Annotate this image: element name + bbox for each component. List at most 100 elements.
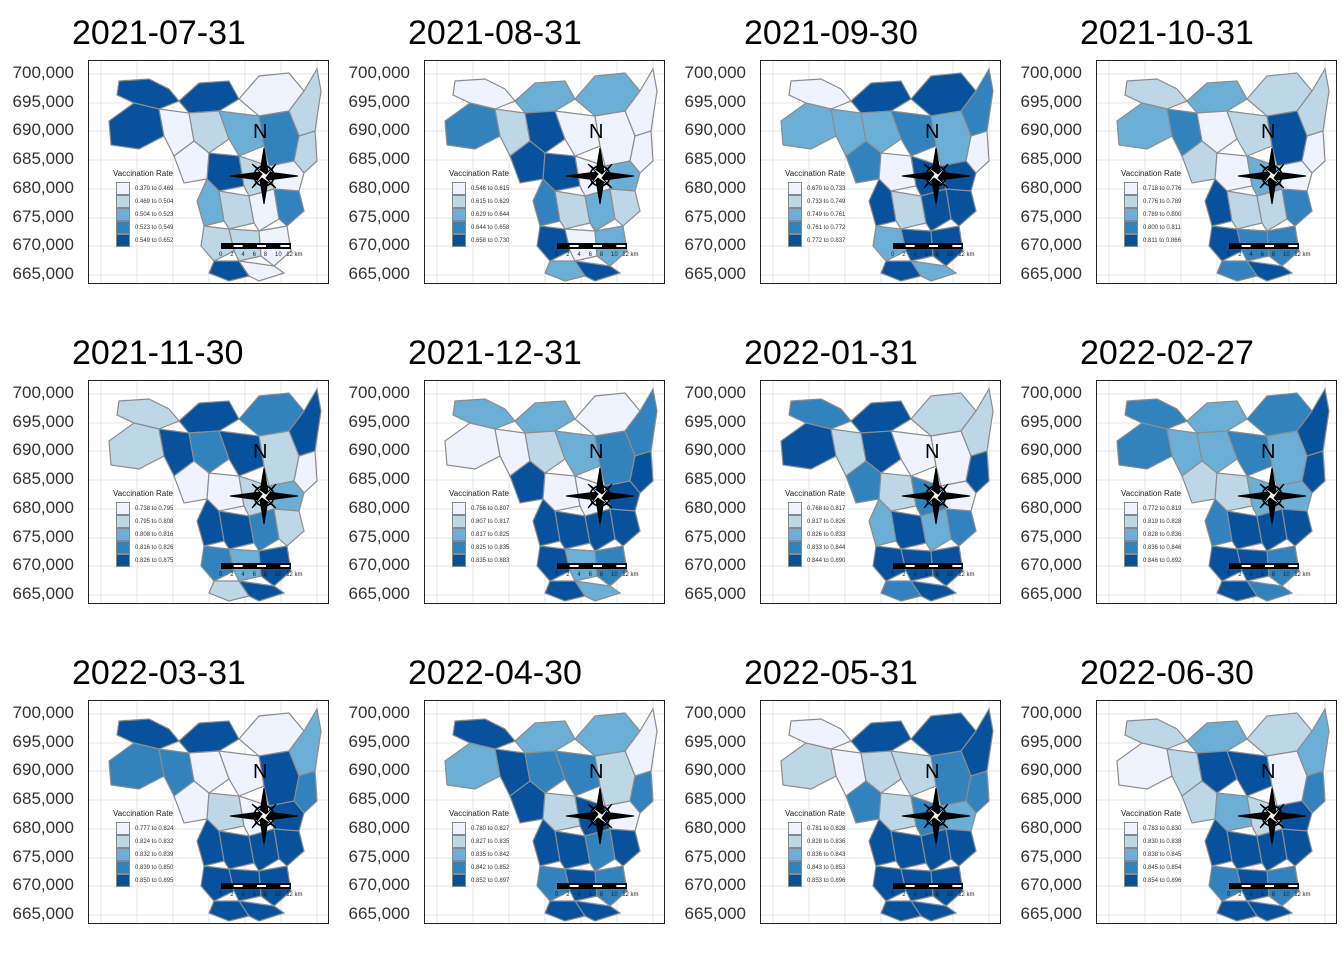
- y-tick-label: 700,000: [684, 383, 746, 402]
- y-tick-label: 665,000: [1020, 264, 1082, 283]
- y-tick-label: 685,000: [684, 469, 746, 488]
- district-region: [536, 865, 571, 902]
- y-axis: 700,000 695,000 690,000 685,000 680,000 675,0…: [0, 700, 80, 930]
- scale-bar-label: 0: [555, 572, 559, 578]
- y-tick-label: 700,000: [1020, 703, 1082, 722]
- panel-title: 2021-09-30: [744, 14, 918, 52]
- legend-item: 0.718 to 0.776: [1124, 182, 1181, 195]
- legend-swatch: [788, 835, 802, 848]
- legend-label: 0.832 to 0.839: [135, 851, 174, 858]
- scale-bar-label: 10: [947, 572, 954, 578]
- legend-label: 0.816 to 0.826: [135, 544, 174, 551]
- district-region: [532, 177, 561, 227]
- y-axis: 700,000 695,000 690,000 685,000 680,000 675,0…: [672, 380, 752, 610]
- legend-item: 0.828 to 0.836: [788, 835, 845, 848]
- scale-bar-label: 0: [891, 572, 895, 578]
- district-region: [542, 472, 581, 512]
- legend-item: 0.549 to 0.652: [116, 234, 173, 247]
- district-region: [1186, 720, 1248, 754]
- legend-swatch: [116, 234, 130, 247]
- legend-swatch: [452, 195, 466, 208]
- district-region: [1256, 188, 1288, 232]
- district-region: [1196, 430, 1238, 474]
- district-region: [609, 828, 641, 867]
- y-axis: 700,000 695,000 690,000 685,000 680,000 675,0…: [672, 60, 752, 290]
- legend-item: 0.833 to 0.844: [788, 541, 845, 554]
- compass-rose-icon: [565, 467, 635, 525]
- district-region: [248, 508, 280, 552]
- district-region: [524, 750, 566, 794]
- district-region: [532, 817, 561, 867]
- district-region: [1186, 80, 1248, 114]
- legend-item: 0.761 to 0.772: [788, 221, 845, 234]
- legend-title: Vaccination Rate: [449, 169, 509, 178]
- district-region: [1124, 78, 1188, 110]
- legend-item: 0.629 to 0.644: [452, 208, 509, 221]
- panel-title: 2021-12-31: [408, 334, 582, 372]
- legend-label: 0.836 to 0.846: [1143, 544, 1182, 551]
- district-region: [780, 102, 837, 150]
- legend-label: 0.776 to 0.789: [1143, 198, 1182, 205]
- legend-item: 0.824 to 0.832: [116, 835, 173, 848]
- legend-label: 0.825 to 0.835: [471, 544, 510, 551]
- legend: Vaccination Rate 0.370 to 0.469 0.469 to 0…: [109, 169, 173, 247]
- district-region: [237, 580, 286, 602]
- scale-bar-label: 2: [566, 252, 570, 258]
- legend-swatch: [452, 208, 466, 221]
- legend-swatch: [116, 848, 130, 861]
- compass-rose-icon: [229, 787, 299, 845]
- legend-swatch: [1124, 835, 1138, 848]
- district-region: [788, 718, 852, 750]
- district-region: [1204, 497, 1233, 547]
- y-tick-label: 675,000: [12, 527, 74, 546]
- legend-swatch: [1124, 874, 1138, 887]
- legend-title: Vaccination Rate: [785, 169, 845, 178]
- y-tick-label: 685,000: [348, 469, 410, 488]
- y-tick-label: 685,000: [1020, 789, 1082, 808]
- scale-bar-label: 6: [924, 572, 928, 578]
- legend-label: 0.852 to 0.897: [471, 877, 510, 884]
- legend-title: Vaccination Rate: [449, 809, 509, 818]
- legend-item: 0.370 to 0.469: [116, 182, 173, 195]
- legend-swatch: [452, 221, 466, 234]
- legend-swatch: [116, 528, 130, 541]
- district-region: [850, 720, 912, 754]
- y-tick-label: 695,000: [348, 412, 410, 431]
- scale-bar-label: 0: [555, 252, 559, 258]
- district-region: [554, 110, 601, 157]
- district-region: [584, 188, 616, 232]
- y-tick-label: 670,000: [348, 555, 410, 574]
- scale-bar: [893, 243, 963, 249]
- legend-swatch: [788, 822, 802, 835]
- scale-bar-label: 12 km: [958, 252, 975, 258]
- scale-bar-label: 2: [902, 252, 906, 258]
- y-tick-label: 700,000: [348, 383, 410, 402]
- scale-bar-label: 10: [611, 892, 618, 898]
- scale-bar: [1229, 563, 1299, 569]
- scale-bar-label: 2: [1238, 572, 1242, 578]
- legend: Vaccination Rate 0.670 to 0.733 0.733 to 0…: [781, 169, 845, 247]
- district-region: [1116, 102, 1173, 150]
- y-tick-label: 690,000: [12, 440, 74, 459]
- district-region: [878, 472, 917, 512]
- panel-title: 2021-10-31: [1080, 14, 1254, 52]
- y-tick-label: 680,000: [684, 178, 746, 197]
- legend-swatch: [788, 848, 802, 861]
- district-region: [860, 750, 902, 794]
- map-frame: N 0 2 4 6 8 10 12 km Vaccination Rate 0.780 to 0.…: [424, 700, 665, 924]
- legend-label: 0.783 to 0.830: [1143, 825, 1182, 832]
- district-region: [860, 430, 902, 474]
- scale-bar-label: 8: [1271, 892, 1276, 898]
- district-region: [1116, 742, 1173, 790]
- y-axis: 700,000 695,000 690,000 685,000 680,000 675,0…: [0, 380, 80, 610]
- scale-bar-label: 10: [1283, 572, 1290, 578]
- scale-bar-label: 10: [611, 572, 618, 578]
- legend-label: 0.843 to 0.853: [807, 864, 846, 871]
- compass-rose-icon: [1237, 147, 1307, 205]
- y-tick-label: 690,000: [684, 760, 746, 779]
- y-tick-label: 690,000: [684, 440, 746, 459]
- legend-item: 0.756 to 0.807: [452, 502, 509, 515]
- y-axis: 700,000 695,000 690,000 685,000 680,000 675,0…: [336, 60, 416, 290]
- legend-item: 0.846 to 0.892: [1124, 554, 1181, 567]
- legend-swatch: [788, 874, 802, 887]
